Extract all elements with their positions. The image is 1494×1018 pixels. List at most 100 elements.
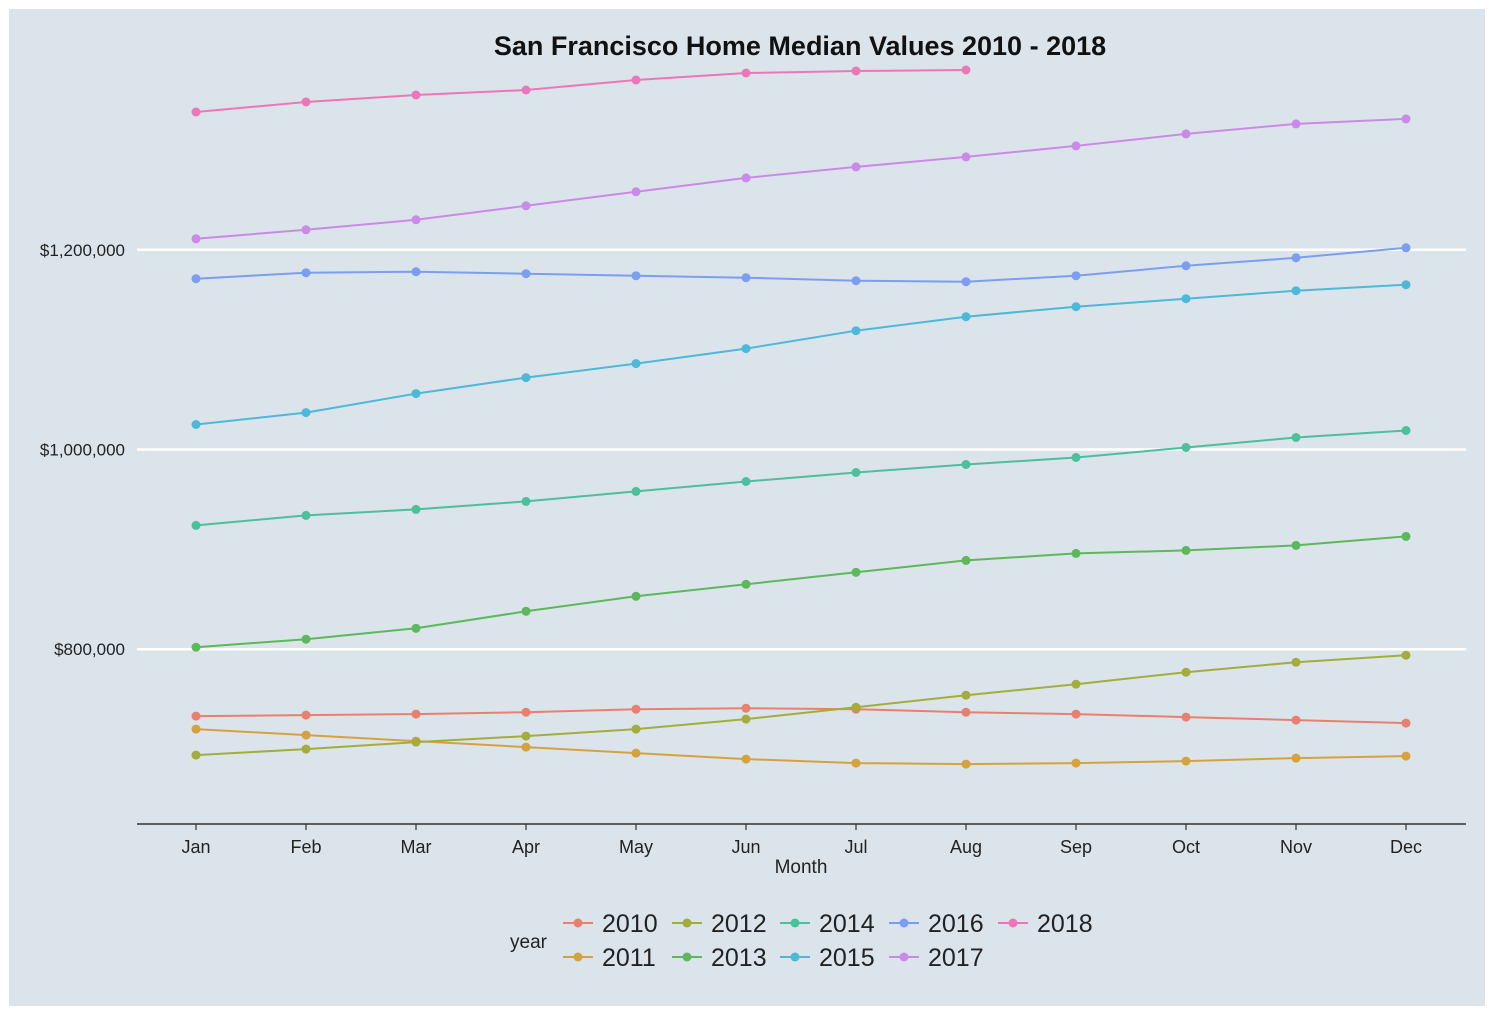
data-point-2011 <box>1291 753 1301 763</box>
series-2015 <box>191 280 1411 429</box>
series-2010 <box>191 703 1411 728</box>
data-point-2015 <box>1181 294 1191 304</box>
x-tick-label: Dec <box>1390 837 1422 857</box>
x-tick-label: Jan <box>181 837 210 857</box>
x-tick-label: Jul <box>844 837 867 857</box>
data-point-2015 <box>851 326 861 336</box>
data-point-2011 <box>521 742 531 752</box>
data-point-2015 <box>1401 280 1411 290</box>
data-point-2017 <box>1291 119 1301 129</box>
legend-label: 2015 <box>819 944 875 972</box>
data-point-2016 <box>521 269 531 279</box>
data-point-2012 <box>961 690 971 700</box>
legend-item-2012: 2012 <box>672 910 767 938</box>
data-point-2010 <box>961 707 971 717</box>
chart-title: San Francisco Home Median Values 2010 - … <box>494 31 1106 61</box>
x-tick-label: Feb <box>290 837 321 857</box>
data-point-2012 <box>851 702 861 712</box>
data-point-2013 <box>741 579 751 589</box>
x-tick-label: May <box>619 837 653 857</box>
data-point-2013 <box>631 591 641 601</box>
legend-key-point <box>790 918 800 928</box>
data-point-2014 <box>521 496 531 506</box>
data-point-2013 <box>851 567 861 577</box>
data-point-2011 <box>741 754 751 764</box>
data-point-2014 <box>1071 453 1081 462</box>
data-point-2014 <box>851 468 861 477</box>
data-point-2012 <box>1181 667 1191 677</box>
legend-item-2013: 2013 <box>672 944 767 972</box>
data-point-2013 <box>411 623 421 633</box>
data-point-2017 <box>411 215 421 225</box>
y-axis-tick-labels: $800,000 $1,000,000 $1,200,000 <box>40 241 125 659</box>
y-tick-label: $1,000,000 <box>40 441 125 460</box>
legend-key-point <box>573 952 583 962</box>
data-point-2010 <box>521 707 531 717</box>
legend-label: 2014 <box>819 910 875 938</box>
data-point-2017 <box>1071 141 1081 151</box>
legend-item-2010: 2010 <box>563 910 658 938</box>
x-tick-label: Nov <box>1280 837 1312 857</box>
data-point-2017 <box>1181 129 1191 139</box>
series-2012 <box>191 650 1411 760</box>
legend-key-point <box>899 918 909 928</box>
x-tick-label: Jun <box>731 837 760 857</box>
data-point-2011 <box>1401 751 1411 761</box>
data-point-2013 <box>191 642 201 652</box>
legend-item-2011: 2011 <box>563 944 656 972</box>
x-tick-label: Mar <box>401 837 432 857</box>
y-tick-label: $1,200,000 <box>40 241 125 260</box>
series-line-2013 <box>195 535 1407 649</box>
data-point-2014 <box>191 520 201 530</box>
data-point-2017 <box>301 225 311 235</box>
legend-key-point <box>790 952 800 962</box>
data-point-2014 <box>301 510 311 520</box>
legend-key-point <box>682 918 692 928</box>
data-point-2015 <box>631 359 641 369</box>
data-point-2012 <box>301 744 311 754</box>
legend: year 2010 2011 2012 2013 2014 2015 2016 2017 201… <box>510 910 1093 972</box>
data-point-2017 <box>191 234 201 244</box>
series-2017 <box>191 114 1411 244</box>
data-point-2015 <box>1291 286 1301 296</box>
data-point-2016 <box>961 277 971 287</box>
data-point-2018 <box>631 75 641 85</box>
legend-key-point <box>1008 918 1018 928</box>
data-point-2011 <box>631 748 641 758</box>
series-2014 <box>191 426 1411 530</box>
data-point-2013 <box>1291 540 1301 550</box>
data-point-2018 <box>741 68 751 78</box>
data-point-2016 <box>1181 261 1191 271</box>
data-point-2014 <box>1401 426 1411 435</box>
series-2016 <box>191 243 1411 287</box>
legend-key-point <box>682 952 692 962</box>
legend-label: 2016 <box>928 910 984 938</box>
data-point-2016 <box>1071 271 1081 281</box>
legend-label: 2012 <box>711 910 767 938</box>
data-point-2015 <box>191 420 201 429</box>
data-point-2017 <box>851 162 861 172</box>
data-point-2011 <box>1181 756 1191 766</box>
data-point-2011 <box>191 724 201 734</box>
data-point-2016 <box>301 268 311 278</box>
data-point-2018 <box>961 65 971 75</box>
data-point-2011 <box>1071 758 1081 768</box>
data-point-2017 <box>741 173 751 183</box>
series-line-2011 <box>195 728 1407 766</box>
data-point-2017 <box>521 201 531 211</box>
data-point-2012 <box>411 737 421 747</box>
data-point-2018 <box>851 66 861 76</box>
data-point-2010 <box>1401 718 1411 728</box>
legend-item-2017: 2017 <box>889 944 984 972</box>
legend-item-2018: 2018 <box>998 910 1093 938</box>
data-point-2015 <box>741 344 751 354</box>
data-point-2016 <box>1401 243 1411 253</box>
data-point-2014 <box>961 460 971 469</box>
x-tick-label: Oct <box>1172 837 1200 857</box>
data-point-2010 <box>191 711 201 721</box>
legend-key-point <box>573 918 583 928</box>
x-tick-label: Apr <box>512 837 540 857</box>
data-point-2018 <box>411 90 421 100</box>
